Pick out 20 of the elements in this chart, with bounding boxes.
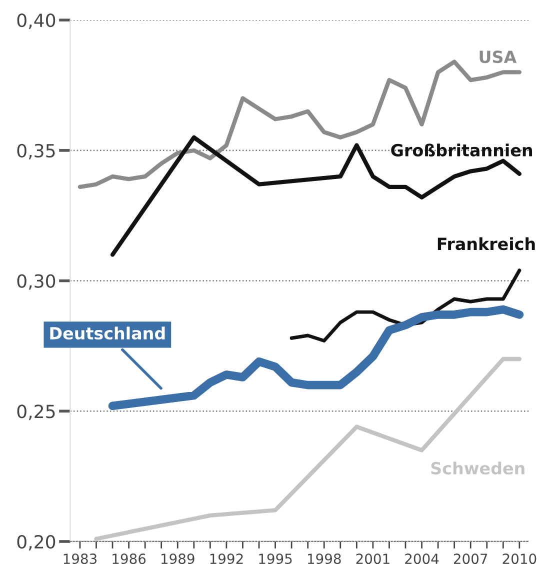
text: Deutschland	[50, 326, 165, 340]
x-tick-label: 2007	[454, 554, 488, 564]
series-label: USA	[480, 50, 517, 64]
x-tick-label: 2004	[405, 554, 439, 564]
x-tick-label: 1992	[210, 554, 243, 564]
y-tick-label: 0,40	[17, 14, 56, 30]
series-label: Frankreich	[438, 237, 535, 250]
x-tick-label: 1998	[308, 554, 341, 564]
y-tick-label: 0,20	[17, 534, 56, 550]
x-tick-label: 1986	[112, 554, 146, 564]
x-tick-label: 2010	[502, 554, 536, 564]
x-tick-label: 1983	[64, 554, 97, 564]
x-tick-label: 1989	[161, 554, 194, 564]
x-tick-label: 2001	[356, 554, 390, 564]
series-label: Großbritannien	[391, 144, 532, 156]
x-tick-label: 1995	[259, 554, 292, 564]
y-tick-label: 0,35	[17, 144, 55, 160]
y-tick-label: 0,25	[17, 404, 55, 420]
series-label: Schweden	[431, 462, 524, 475]
y-tick-label: 0,30	[17, 274, 56, 290]
